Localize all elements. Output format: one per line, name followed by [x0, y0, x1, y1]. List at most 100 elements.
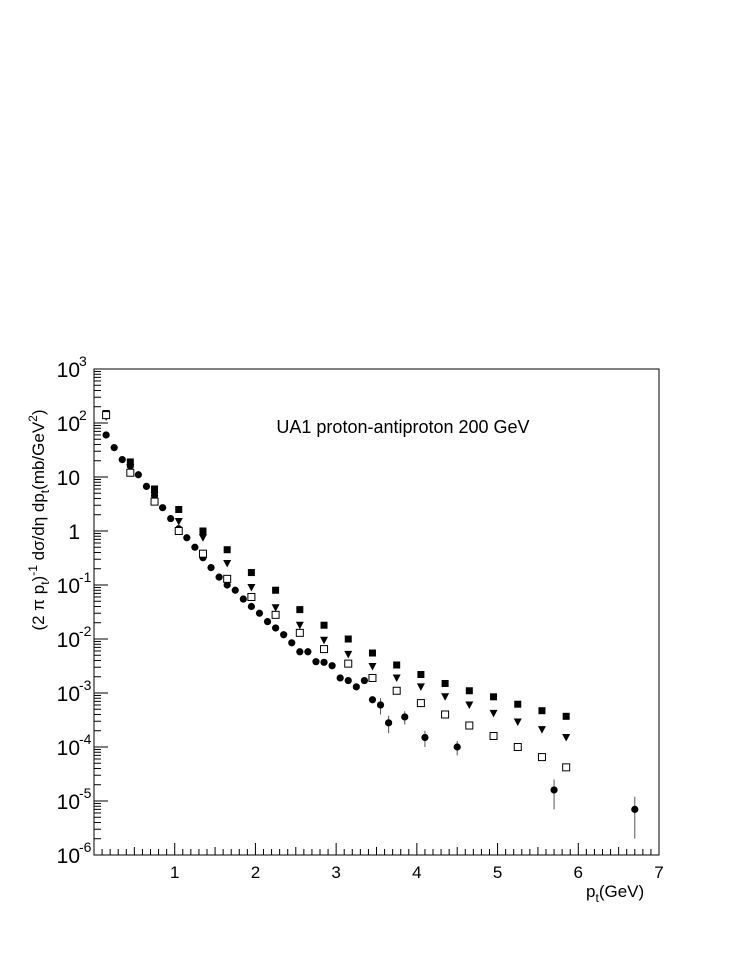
data-point-circle — [328, 662, 336, 670]
data-point-filled-square — [223, 546, 231, 554]
data-point-circle — [183, 534, 191, 542]
data-point-triangle — [537, 726, 546, 734]
data-point-filled-square — [465, 687, 473, 695]
data-point-circle — [191, 543, 199, 551]
data-point-filled-square — [247, 569, 255, 577]
data-point-triangle — [416, 683, 425, 691]
y-tick-label: 10 — [57, 359, 80, 382]
y-tick-exponent: -5 — [79, 785, 92, 801]
data-point-triangle — [126, 463, 135, 472]
data-point-circle — [142, 482, 151, 490]
data-point-circle — [376, 701, 385, 709]
data-point-open-square — [344, 659, 353, 668]
data-point-filled-square — [296, 606, 304, 614]
data-point-circle — [239, 595, 247, 603]
data-point-filled-square — [126, 458, 134, 466]
y-tick-label: 10 — [57, 845, 80, 868]
y-label-exp-2: 2 — [26, 415, 40, 422]
x-axis-label-main: p — [586, 882, 595, 901]
plot-frame — [93, 368, 660, 856]
data-point-triangle — [465, 701, 474, 709]
data-point-open-square — [198, 549, 207, 558]
x-axis-label-rest: (GeV) — [599, 882, 644, 901]
data-point-open-square — [150, 497, 159, 506]
data-point-triangle — [441, 693, 450, 701]
data-point-circle — [223, 581, 231, 589]
data-point-circle — [110, 444, 118, 452]
data-point-circle — [296, 648, 304, 656]
data-point-triangle — [295, 621, 304, 630]
data-point-open-square — [271, 610, 280, 619]
data-point-filled-square — [344, 635, 352, 643]
data-point-circle — [344, 676, 352, 685]
data-point-open-square — [320, 645, 329, 654]
data-point-filled-square — [538, 707, 546, 715]
data-point-circle — [280, 631, 288, 639]
data-point-triangle — [562, 733, 571, 742]
y-tick-label: 1 — [68, 521, 80, 544]
data-point-open-square — [441, 710, 450, 719]
data-point-triangle — [513, 718, 522, 727]
data-point-circle — [207, 564, 215, 572]
data-point-open-square — [513, 743, 522, 751]
marks-layer — [102, 409, 639, 839]
x-tick-label: 5 — [493, 863, 502, 882]
data-point-filled-square — [490, 693, 498, 701]
data-point-triangle — [150, 492, 159, 500]
y-tick-exponent: 2 — [79, 407, 87, 423]
data-point-filled-square — [175, 506, 183, 514]
y-label-sub-1: t — [38, 581, 52, 585]
data-point-filled-square — [272, 586, 280, 594]
data-point-open-square — [174, 527, 183, 535]
data-point-circle — [102, 431, 110, 439]
data-point-circle — [631, 805, 639, 813]
y-tick-label: 10 — [57, 575, 80, 598]
data-point-open-square — [247, 592, 256, 601]
chart-title: UA1 proton-antiproton 200 GeV — [276, 417, 529, 437]
data-point-circle — [288, 639, 296, 647]
y-tick-label: 10 — [57, 791, 80, 814]
y-label-part-5: ) — [29, 409, 48, 415]
data-point-circle — [401, 713, 409, 721]
data-point-circle — [550, 786, 558, 794]
data-point-open-square — [465, 721, 474, 730]
data-point-open-square — [295, 628, 304, 637]
y-label-sub-2: t — [38, 489, 52, 493]
data-point-circle — [263, 618, 272, 626]
data-point-open-square — [126, 468, 135, 477]
data-point-filled-square — [320, 621, 328, 629]
data-point-circle — [385, 719, 393, 727]
data-point-circle — [118, 456, 126, 464]
data-point-triangle — [489, 709, 498, 718]
data-point-triangle — [392, 674, 401, 682]
y-tick-exponent: 3 — [79, 353, 87, 369]
data-point-circle — [368, 696, 377, 704]
data-point-open-square — [392, 686, 401, 695]
data-point-circle — [421, 733, 429, 742]
y-tick-label: 10 — [57, 683, 80, 706]
data-point-circle — [215, 573, 223, 581]
data-point-open-square — [223, 574, 232, 583]
data-point-circle — [134, 471, 142, 479]
data-point-filled-square — [514, 700, 522, 708]
data-point-triangle — [223, 560, 232, 568]
data-point-filled-square — [441, 679, 449, 687]
data-point-filled-square — [417, 671, 425, 679]
x-tick-label: 3 — [331, 863, 340, 882]
data-point-circle — [247, 602, 255, 611]
y-tick-label: 10 — [57, 467, 80, 490]
y-tick-exponent: -4 — [79, 731, 92, 747]
y-label-part-1: (2 π p — [29, 585, 48, 631]
data-point-open-square — [368, 673, 377, 682]
x-tick-label: 2 — [251, 863, 260, 882]
data-point-open-square — [489, 731, 498, 740]
y-axis-label: (2 π pt)-1 dσ/dη dpt(mb/GeV2) — [26, 409, 52, 630]
data-point-circle — [360, 676, 368, 685]
x-tick-label: 1 — [170, 863, 179, 882]
data-point-circle — [453, 743, 461, 751]
data-point-circle — [336, 674, 344, 682]
data-point-circle — [320, 658, 328, 666]
data-point-triangle — [320, 636, 329, 645]
